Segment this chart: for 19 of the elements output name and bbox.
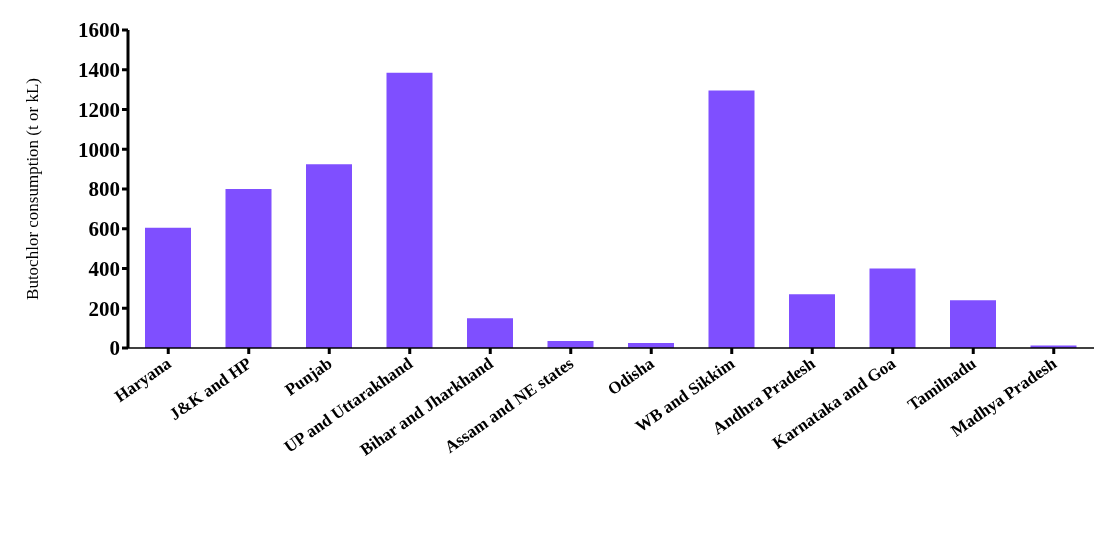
y-tick-label: 0 [109, 336, 120, 361]
y-tick-label: 1000 [78, 137, 120, 162]
bar [306, 164, 352, 348]
bar [950, 300, 996, 348]
y-tick-label: 1200 [78, 97, 120, 122]
bar [467, 318, 513, 348]
bar [145, 227, 191, 348]
bar [869, 268, 916, 348]
y-tick-label: 1400 [78, 58, 120, 83]
bar [789, 294, 835, 348]
y-tick-label: 600 [88, 217, 120, 242]
y-tick-label: 200 [88, 296, 120, 321]
y-tick-label: 800 [88, 177, 120, 202]
y-tick-label: 1600 [78, 18, 120, 43]
bar [708, 90, 755, 348]
y-tick-label: 400 [88, 256, 120, 281]
bar [225, 189, 272, 348]
y-axis-title: Butochlor consumption (t or kL) [23, 78, 43, 300]
bar [386, 72, 433, 348]
